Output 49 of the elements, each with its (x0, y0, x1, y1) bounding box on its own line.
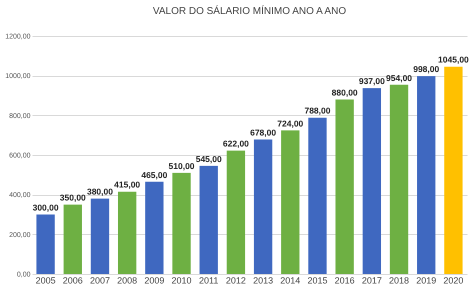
x-tick-label: 2008 (117, 276, 138, 286)
bar (390, 84, 408, 274)
bar (362, 88, 382, 274)
bar (308, 118, 327, 274)
bar (145, 182, 164, 274)
bar (335, 99, 354, 274)
x-tick-label: 2015 (307, 276, 328, 286)
data-label: 545,00 (196, 154, 222, 164)
bar (172, 172, 191, 274)
data-label: 937,00 (358, 76, 386, 86)
data-label: 678,00 (250, 128, 276, 138)
data-label: 724,00 (277, 118, 304, 128)
bar (118, 192, 136, 274)
x-tick-label: 2017 (362, 276, 382, 286)
x-tick-label: 2011 (199, 276, 218, 286)
chart-title: VALOR DO SÁLARIO MÍNIMO ANO A ANO (152, 5, 346, 17)
x-tick-label: 2007 (90, 276, 110, 286)
data-label: 954,00 (386, 72, 412, 83)
bar (36, 214, 55, 274)
data-label: 622,00 (222, 138, 250, 149)
x-tick-label: 2006 (62, 276, 83, 286)
data-label: 350,00 (60, 192, 86, 203)
data-label: 998,00 (413, 64, 440, 74)
x-tick-label: 2020 (443, 276, 464, 286)
data-label: 415,00 (114, 180, 140, 190)
x-tick-label: 2009 (144, 276, 164, 286)
data-label: 880,00 (332, 87, 358, 98)
data-label: 465,00 (141, 170, 168, 180)
x-tick-label: 2013 (253, 276, 274, 286)
bar (200, 166, 218, 274)
x-tick-label: 2019 (416, 276, 436, 286)
x-tick-label: 2014 (280, 276, 300, 286)
x-tick-label: 2012 (226, 276, 246, 286)
data-label: 300,00 (32, 202, 59, 212)
bar (226, 150, 246, 274)
x-tick-label: 2018 (389, 276, 410, 286)
bar (417, 76, 436, 274)
data-label: 510,00 (168, 160, 195, 171)
x-tick-label: 2005 (36, 276, 56, 286)
x-tick-label: 2016 (334, 276, 355, 286)
x-tick-label: 2010 (172, 276, 192, 286)
bar (90, 198, 110, 274)
data-label: 380,00 (86, 186, 114, 197)
data-label: 788,00 (304, 106, 331, 116)
bar (254, 140, 272, 274)
bar (281, 130, 300, 274)
bar (444, 66, 463, 274)
bar (64, 204, 82, 274)
data-label: 1045,00 (438, 54, 470, 65)
